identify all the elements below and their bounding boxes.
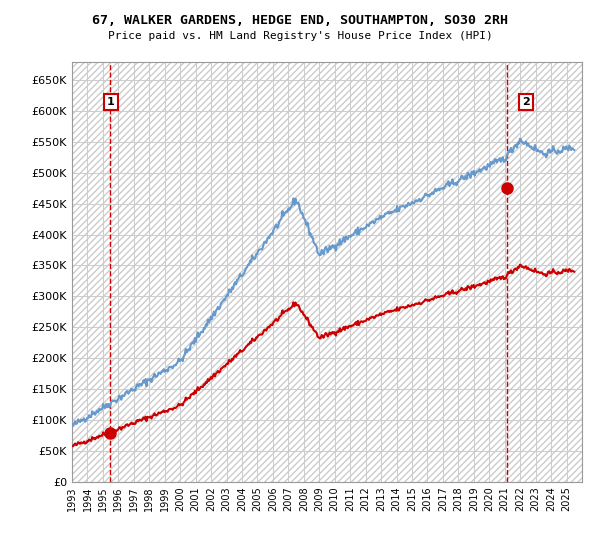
Text: 1: 1 — [107, 97, 115, 107]
Text: 2: 2 — [522, 97, 530, 107]
Text: 67, WALKER GARDENS, HEDGE END, SOUTHAMPTON, SO30 2RH: 67, WALKER GARDENS, HEDGE END, SOUTHAMPT… — [92, 14, 508, 27]
Text: Price paid vs. HM Land Registry's House Price Index (HPI): Price paid vs. HM Land Registry's House … — [107, 31, 493, 41]
